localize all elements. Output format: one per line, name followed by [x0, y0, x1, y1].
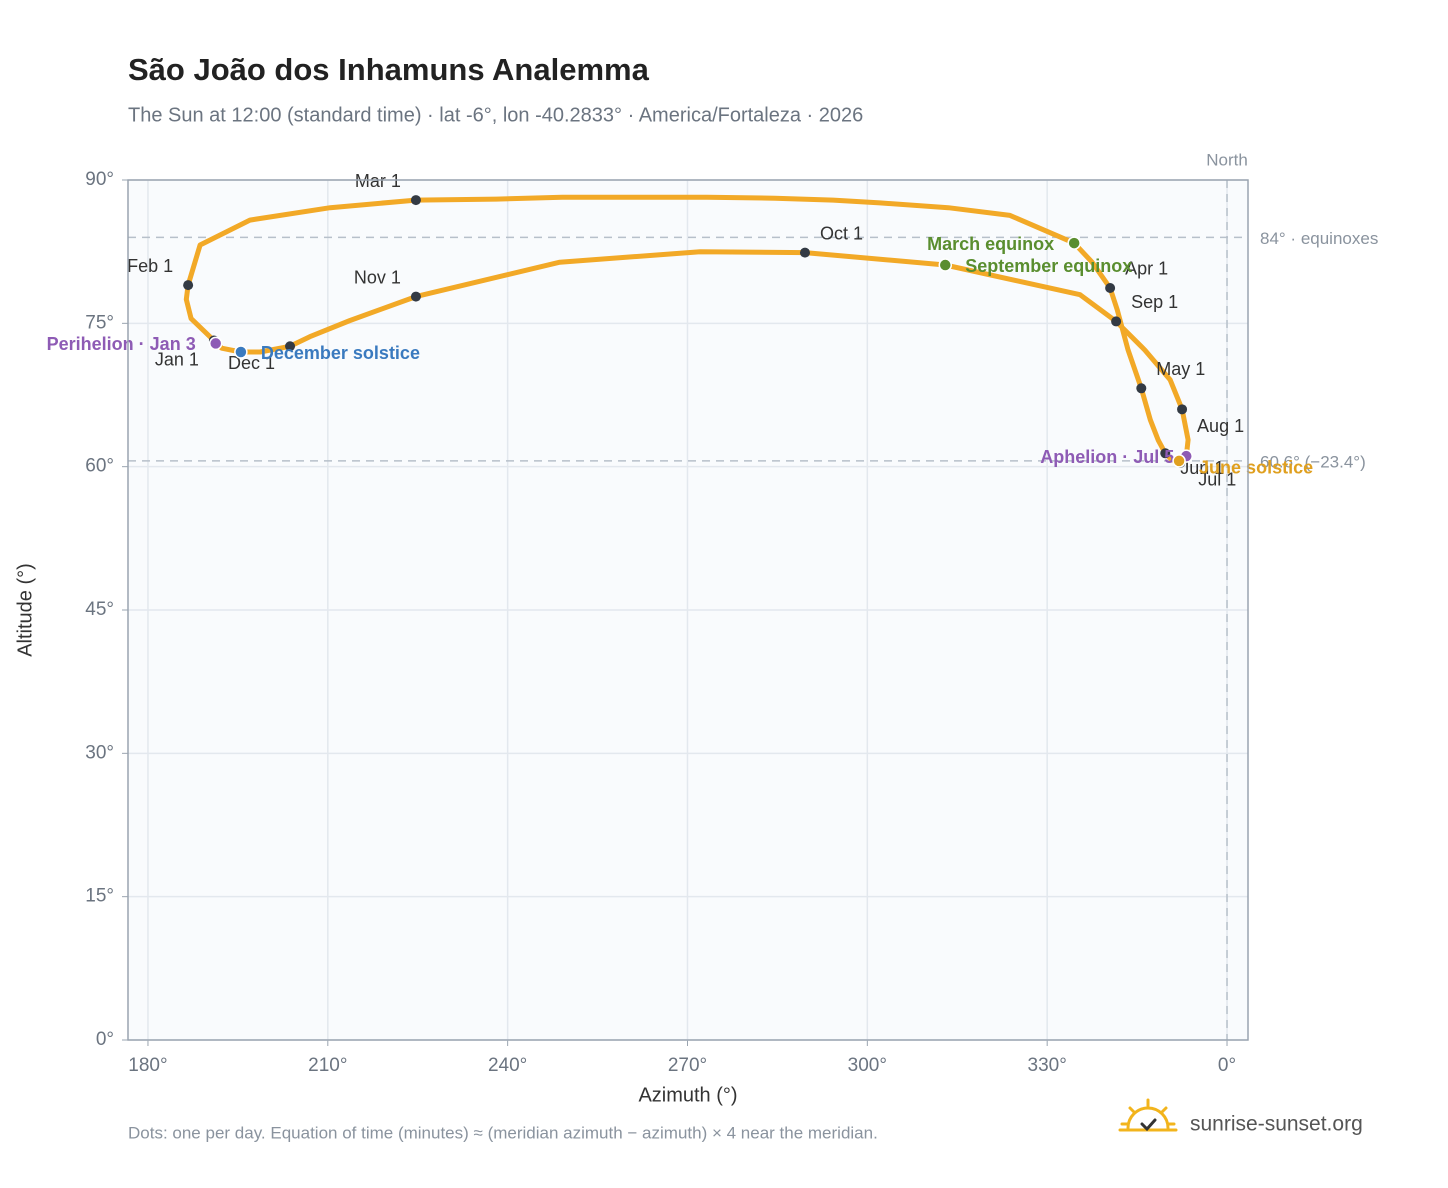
month-marker [183, 280, 194, 291]
month-marker [410, 195, 421, 206]
event-marker [208, 336, 223, 351]
x-tick-label: 330° [1028, 1055, 1067, 1076]
x-tick-label: 210° [308, 1055, 347, 1076]
y-tick-label: 60° [85, 456, 114, 477]
month-label: Jun 1 [1180, 458, 1224, 478]
month-label: Feb 1 [127, 256, 173, 276]
reference-label: 60.6° (−23.4°) [1260, 452, 1366, 471]
month-marker [1105, 282, 1116, 293]
event-label: Aphelion · Jul 5 [1040, 447, 1174, 467]
month-label: Jul 1 [1198, 470, 1236, 490]
event-label: December solstice [261, 343, 420, 363]
month-marker [799, 247, 810, 258]
x-tick-label: 0° [1218, 1055, 1236, 1076]
event-label: September equinox [965, 256, 1132, 276]
x-tick-label: 300° [848, 1055, 887, 1076]
chart-title: São João dos Inhamuns Analemma [128, 52, 650, 87]
month-label: Aug 1 [1197, 416, 1244, 436]
month-label: May 1 [1156, 359, 1205, 379]
footnote: Dots: one per day. Equation of time (min… [128, 1123, 878, 1142]
month-label: Nov 1 [354, 267, 401, 287]
y-tick-label: 45° [85, 599, 114, 620]
y-axis-label: Altitude (°) [14, 563, 36, 657]
event-marker [938, 258, 953, 272]
brand-logo [1118, 1098, 1178, 1132]
chart-subtitle: The Sun at 12:00 (standard time) · lat -… [128, 104, 863, 126]
month-marker [1177, 404, 1188, 415]
y-tick-label: 15° [85, 886, 114, 907]
month-marker [1136, 383, 1147, 394]
y-tick-label: 90° [85, 169, 114, 190]
month-marker [1160, 448, 1171, 459]
analemma-path [183, 194, 1191, 466]
month-marker [1111, 316, 1122, 327]
reference-label: 84° · equinoxes [1260, 229, 1378, 248]
north-label: North [1206, 150, 1248, 169]
month-label: Jan 1 [155, 349, 199, 369]
event-marker [1172, 454, 1186, 468]
event-marker [1067, 236, 1081, 250]
event-label: Perihelion · Jan 3 [47, 334, 196, 354]
x-tick-label: 240° [488, 1055, 527, 1076]
event-label: June solstice [1199, 458, 1313, 478]
month-marker [285, 341, 296, 352]
x-axis-label: Azimuth (°) [638, 1084, 737, 1106]
y-tick-label: 0° [96, 1029, 114, 1050]
y-tick-label: 75° [85, 312, 114, 333]
brand-name: sunrise-sunset.org [1190, 1113, 1363, 1136]
month-label: Apr 1 [1125, 259, 1168, 279]
month-label: Mar 1 [355, 171, 401, 191]
plot-frame [127, 179, 1249, 1041]
x-tick-label: 180° [128, 1055, 167, 1076]
month-label: Oct 1 [820, 223, 863, 243]
event-marker [234, 345, 248, 359]
y-tick-label: 30° [85, 742, 114, 763]
x-tick-label: 270° [668, 1055, 707, 1076]
month-label: Sep 1 [1131, 292, 1178, 312]
event-label: March equinox [927, 234, 1054, 254]
month-marker [410, 291, 421, 302]
